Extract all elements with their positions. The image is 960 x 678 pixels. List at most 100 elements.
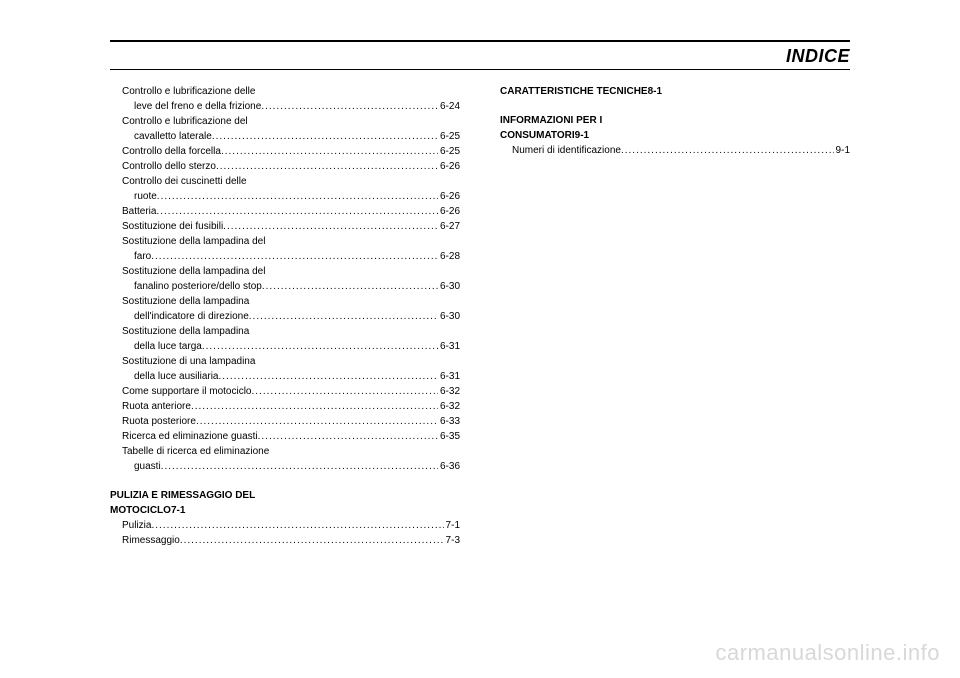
dots [219, 369, 438, 384]
toc-entry-label: guasti [134, 459, 161, 474]
toc-entry-row: cavalletto laterale6-25 [110, 129, 460, 144]
toc-entry-label: Pulizia [122, 518, 151, 533]
toc-entry: Controllo dei cuscinetti delleruote6-26 [110, 174, 460, 204]
section-title-entry: CONSUMATORI 9-1 [500, 128, 850, 143]
section-title-entry: MOTOCICLO 7-1 [110, 503, 460, 518]
dots [252, 384, 438, 399]
dots [161, 459, 438, 474]
page-ref: 6-27 [438, 219, 460, 234]
toc-entry-row: faro 6-28 [110, 249, 460, 264]
dots [216, 159, 438, 174]
toc-entry: Sostituzione della lampadinadell'indicat… [110, 294, 460, 324]
toc-entry-label: Numeri di identificazione [512, 143, 621, 158]
toc-entry-row: Ricerca ed eliminazione guasti6-35 [110, 429, 460, 444]
page: INDICE Controllo e lubrificazione dellel… [0, 0, 960, 678]
toc-columns: Controllo e lubrificazione delleleve del… [110, 84, 850, 548]
section-title-label: CONSUMATORI [500, 128, 575, 143]
toc-entry-line: Controllo dei cuscinetti delle [110, 174, 460, 189]
toc-entry: Controllo e lubrificazione delleleve del… [110, 84, 460, 114]
toc-entry-label: Ruota posteriore [122, 414, 196, 429]
dots [151, 518, 443, 533]
page-ref: 7-1 [171, 503, 185, 518]
toc-entry-row: fanalino posteriore/dello stop6-30 [110, 279, 460, 294]
toc-entry-label: Sostituzione dei fusibili [122, 219, 223, 234]
toc-entry-row: Pulizia 7-1 [110, 518, 460, 533]
toc-entry-label: leve del freno e della frizione [134, 99, 261, 114]
dots [180, 533, 444, 548]
toc-entry-row: dell'indicatore di direzione6-30 [110, 309, 460, 324]
section-title-entry: CARATTERISTICHE TECNICHE 8-1 [500, 84, 850, 99]
toc-list-2: Numeri di identificazione 9-1 [500, 143, 850, 158]
toc-entry-row: leve del freno e della frizione 6-24 [110, 99, 460, 114]
page-ref: 6-36 [438, 459, 460, 474]
dots [621, 143, 834, 158]
page-ref: 6-26 [438, 204, 460, 219]
page-ref: 6-32 [438, 399, 460, 414]
page-ref: 6-25 [438, 144, 460, 159]
toc-entry: Numeri di identificazione 9-1 [500, 143, 850, 158]
dots [249, 309, 438, 324]
toc-entry-label: della luce ausiliaria [134, 369, 219, 384]
toc-entry: Ruota anteriore 6-32 [110, 399, 460, 414]
section-title-line: INFORMAZIONI PER I [500, 113, 850, 128]
toc-entry-row: Sostituzione dei fusibili 6-27 [110, 219, 460, 234]
toc-entry: Sostituzione della lampadinadella luce t… [110, 324, 460, 354]
toc-entry: Sostituzione di una lampadinadella luce … [110, 354, 460, 384]
page-ref: 7-1 [444, 518, 460, 533]
toc-entry-row: Come supportare il motociclo6-32 [110, 384, 460, 399]
dots [156, 204, 438, 219]
toc-entry-label: della luce targa [134, 339, 202, 354]
page-ref: 6-26 [438, 189, 460, 204]
toc-entry: Controllo della forcella6-25 [110, 144, 460, 159]
toc-entry-row: ruote6-26 [110, 189, 460, 204]
toc-entry-label: Ruota anteriore [122, 399, 191, 414]
toc-entry-line: Sostituzione della lampadina [110, 324, 460, 339]
toc-entry-line: Controllo e lubrificazione del [110, 114, 460, 129]
toc-list-1: Controllo e lubrificazione delleleve del… [110, 84, 460, 474]
toc-entry-line: Sostituzione della lampadina [110, 294, 460, 309]
dots [157, 189, 438, 204]
toc-entry-line: Sostituzione della lampadina del [110, 264, 460, 279]
watermark: carmanualsonline.info [715, 640, 940, 666]
page-ref: 6-28 [438, 249, 460, 264]
toc-list-1b: Pulizia 7-1 Rimessaggio 7-3 [110, 518, 460, 548]
page-ref: 6-32 [438, 384, 460, 399]
section-title-label: CARATTERISTICHE TECNICHE [500, 84, 648, 99]
page-ref: 9-1 [834, 143, 850, 158]
section-title-pulizia: PULIZIA E RIMESSAGGIO DEL MOTOCICLO 7-1 [110, 488, 460, 518]
dots [261, 99, 438, 114]
dots [202, 339, 438, 354]
column-2: CARATTERISTICHE TECNICHE 8-1 INFORMAZION… [500, 84, 850, 548]
toc-entry: Sostituzione della lampadina delfaro6-28 [110, 234, 460, 264]
toc-entry-label: Controllo dello sterzo [122, 159, 216, 174]
page-ref: 6-24 [438, 99, 460, 114]
page-ref: 6-31 [438, 339, 460, 354]
header-title: INDICE [786, 46, 850, 66]
toc-entry: Come supportare il motociclo6-32 [110, 384, 460, 399]
toc-entry-label: Batteria [122, 204, 156, 219]
toc-entry-label: Ricerca ed eliminazione guasti [122, 429, 258, 444]
toc-entry-row: Numeri di identificazione 9-1 [500, 143, 850, 158]
toc-entry: Sostituzione della lampadina delfanalino… [110, 264, 460, 294]
dots [223, 219, 438, 234]
dots [196, 414, 438, 429]
page-ref: 6-26 [438, 159, 460, 174]
section-title-caratteristiche: CARATTERISTICHE TECNICHE 8-1 [500, 84, 850, 99]
toc-entry: Controllo dello sterzo 6-26 [110, 159, 460, 174]
toc-entry-label: Rimessaggio [122, 533, 180, 548]
toc-entry-row: Controllo della forcella6-25 [110, 144, 460, 159]
page-ref: 6-33 [438, 414, 460, 429]
toc-entry-row: Ruota posteriore 6-33 [110, 414, 460, 429]
toc-entry: Pulizia 7-1 [110, 518, 460, 533]
toc-entry: Ricerca ed eliminazione guasti6-35 [110, 429, 460, 444]
toc-entry: Controllo e lubrificazione delcavalletto… [110, 114, 460, 144]
toc-entry-label: faro [134, 249, 151, 264]
page-ref: 6-30 [438, 279, 460, 294]
toc-entry-label: cavalletto laterale [134, 129, 212, 144]
toc-entry-line: Sostituzione di una lampadina [110, 354, 460, 369]
page-ref: 7-3 [444, 533, 460, 548]
toc-entry-row: della luce targa 6-31 [110, 339, 460, 354]
toc-entry: Ruota posteriore 6-33 [110, 414, 460, 429]
section-title-informazioni: INFORMAZIONI PER I CONSUMATORI 9-1 [500, 113, 850, 143]
page-ref: 9-1 [575, 128, 589, 143]
